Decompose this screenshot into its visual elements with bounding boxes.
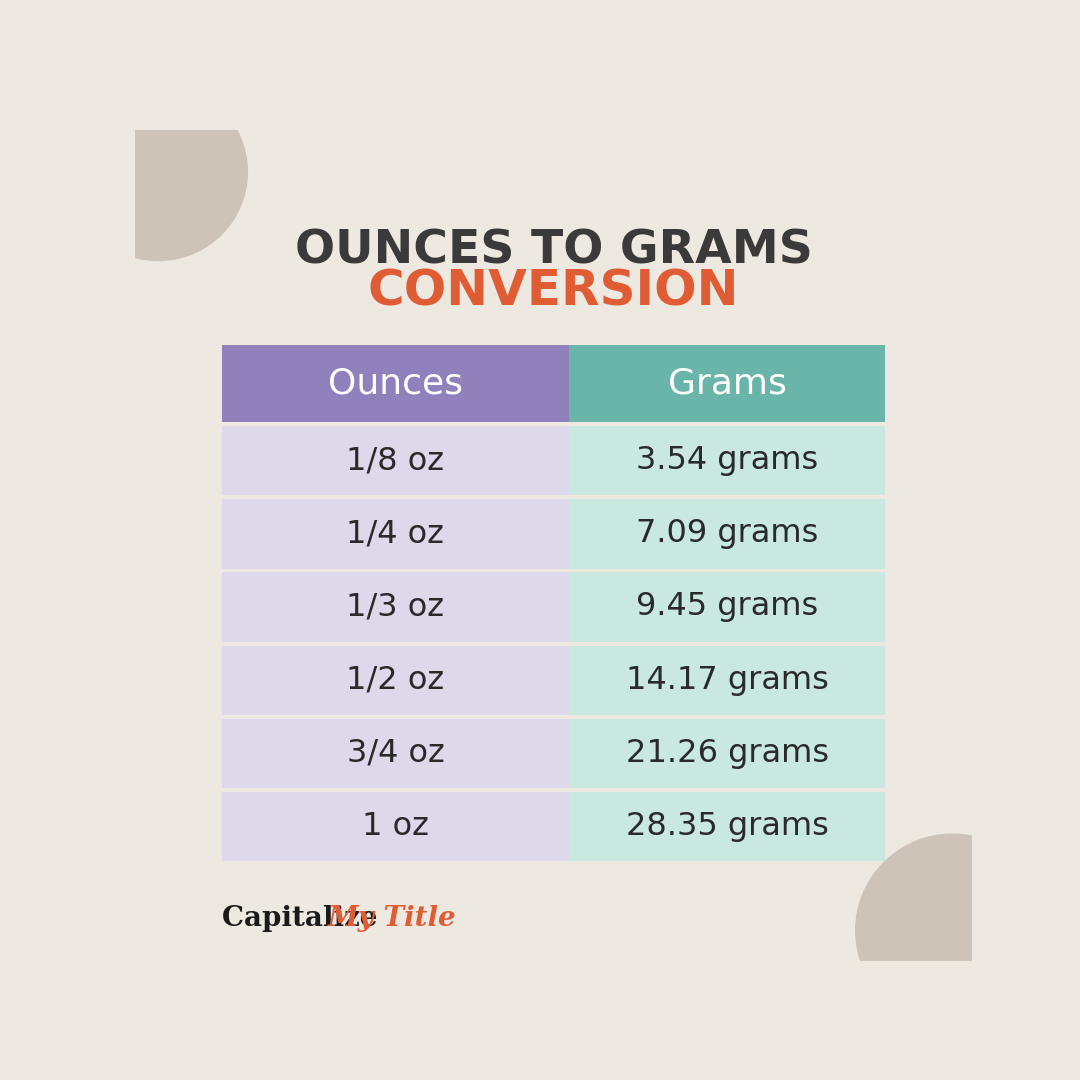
FancyBboxPatch shape — [221, 426, 569, 496]
FancyBboxPatch shape — [569, 646, 886, 715]
FancyBboxPatch shape — [221, 646, 569, 715]
Text: 21.26 grams: 21.26 grams — [625, 738, 828, 769]
Circle shape — [855, 834, 1050, 1027]
FancyBboxPatch shape — [569, 718, 886, 788]
Text: 1/8 oz: 1/8 oz — [347, 445, 444, 476]
Text: Grams: Grams — [667, 367, 786, 401]
Text: Ounces: Ounces — [328, 367, 463, 401]
FancyBboxPatch shape — [569, 426, 886, 496]
Text: 28.35 grams: 28.35 grams — [625, 811, 828, 842]
Text: Capitalize: Capitalize — [221, 905, 387, 932]
FancyBboxPatch shape — [221, 792, 569, 861]
FancyBboxPatch shape — [221, 346, 569, 422]
Circle shape — [69, 83, 247, 260]
FancyBboxPatch shape — [221, 499, 569, 568]
Text: 1/2 oz: 1/2 oz — [347, 664, 445, 696]
FancyBboxPatch shape — [569, 346, 886, 422]
Text: 9.45 grams: 9.45 grams — [636, 592, 819, 622]
Text: OUNCES TO GRAMS: OUNCES TO GRAMS — [295, 229, 812, 273]
Text: 1/3 oz: 1/3 oz — [347, 592, 444, 622]
FancyBboxPatch shape — [221, 718, 569, 788]
FancyBboxPatch shape — [569, 572, 886, 642]
Text: 14.17 grams: 14.17 grams — [625, 664, 828, 696]
Text: 1/4 oz: 1/4 oz — [347, 518, 444, 550]
Text: 3.54 grams: 3.54 grams — [636, 445, 819, 476]
Text: 7.09 grams: 7.09 grams — [636, 518, 819, 550]
Text: 1 oz: 1 oz — [362, 811, 429, 842]
Text: 3/4 oz: 3/4 oz — [347, 738, 444, 769]
Text: CONVERSION: CONVERSION — [368, 268, 739, 315]
FancyBboxPatch shape — [221, 572, 569, 642]
FancyBboxPatch shape — [569, 792, 886, 861]
FancyBboxPatch shape — [569, 499, 886, 568]
Text: My Title: My Title — [327, 905, 456, 932]
